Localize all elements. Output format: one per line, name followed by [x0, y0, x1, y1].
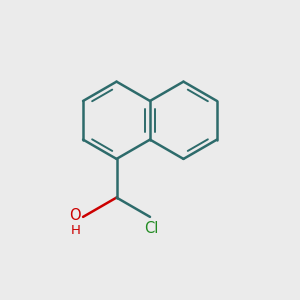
Text: Cl: Cl	[144, 221, 159, 236]
Text: O: O	[69, 208, 81, 223]
Text: H: H	[71, 224, 81, 237]
